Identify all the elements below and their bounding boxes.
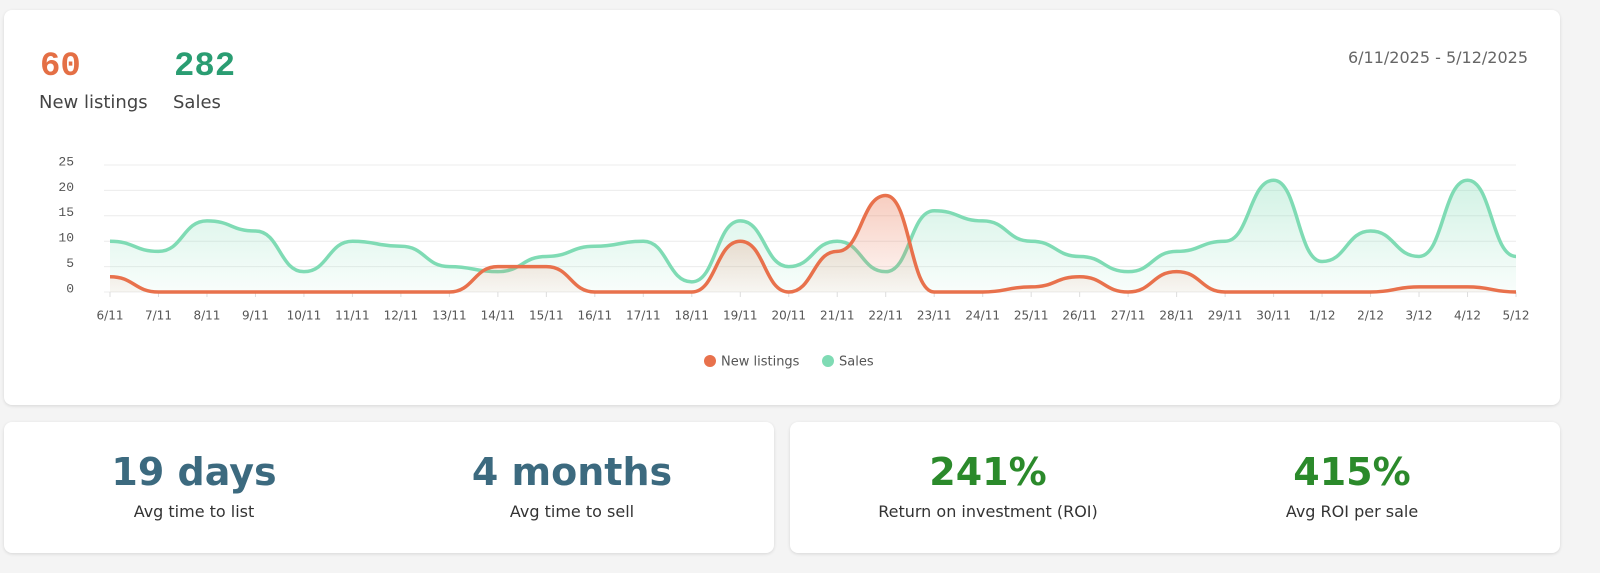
stat-label: Avg ROI per sale — [1285, 502, 1419, 521]
x-tick-label: 3/12 — [1406, 309, 1433, 323]
date-range: 6/11/2025 - 5/12/2025 — [1347, 48, 1528, 67]
chart-card: 60 New listings 282 Sales 6/11/2025 - 5/… — [4, 10, 1560, 405]
roi-card: 241% Return on investment (ROI) 415% Avg R… — [790, 422, 1560, 553]
stat: 19 days Avg time to list — [4, 450, 384, 521]
chart: 0 5 10 15 20 25 6/11 7/11 8/11 9/11 10/11 11/11 12/1… — [58, 154, 1530, 370]
x-tick-label: 28/11 — [1159, 309, 1194, 323]
y-tick-label: 10 — [58, 231, 74, 246]
x-tick-label: 21/11 — [820, 309, 855, 323]
x-tick-label: 17/11 — [626, 309, 661, 323]
x-tick-label: 20/11 — [771, 309, 806, 323]
x-tick-label: 22/11 — [868, 309, 903, 323]
legend-marker — [704, 355, 716, 367]
x-tick-label: 7/11 — [145, 309, 172, 323]
x-tick-label: 26/11 — [1062, 309, 1097, 323]
new-listings-label: New listings — [39, 92, 148, 113]
x-tick-label: 5/12 — [1503, 309, 1530, 323]
new-listings-total: 60 — [40, 48, 81, 86]
x-tick-label: 11/11 — [335, 309, 370, 323]
stat-label: Avg time to list — [133, 502, 255, 521]
sales-total: 282 — [174, 48, 236, 86]
y-tick-label: 0 — [66, 281, 74, 296]
x-tick-label: 13/11 — [432, 309, 467, 323]
stat: 4 months Avg time to sell — [382, 450, 762, 521]
line — [109, 193, 1517, 294]
legend-label: New listings — [721, 355, 800, 370]
x-tick-label: 27/11 — [1111, 309, 1146, 323]
y-tick-label: 15 — [58, 205, 74, 220]
area — [110, 180, 1516, 292]
x-tick-label: 18/11 — [674, 309, 709, 323]
x-tick-label: 10/11 — [287, 309, 322, 323]
x-tick-label: 19/11 — [723, 309, 758, 323]
x-tick-label: 29/11 — [1208, 309, 1243, 323]
x-tick-label: 8/11 — [193, 309, 220, 323]
stat: 415% Avg ROI per sale — [1162, 450, 1542, 521]
y-tick-label: 25 — [58, 154, 74, 169]
stat-label: Avg time to sell — [509, 502, 635, 521]
line — [109, 178, 1517, 284]
stat-value: 19 days — [111, 450, 277, 494]
x-tick-label: 2/12 — [1357, 309, 1384, 323]
sales-label: Sales — [173, 92, 221, 113]
x-tick-label: 15/11 — [529, 309, 564, 323]
legend-marker — [822, 355, 834, 367]
x-tick-label: 23/11 — [917, 309, 952, 323]
x-tick-label: 4/12 — [1454, 309, 1481, 323]
y-tick-label: 5 — [66, 256, 74, 271]
x-tick-label: 24/11 — [965, 309, 1000, 323]
x-tick-label: 6/11 — [97, 309, 124, 323]
stat-label: Return on investment (ROI) — [878, 502, 1098, 521]
legend-label: Sales — [839, 355, 874, 370]
stat-value: 241% — [929, 450, 1047, 494]
x-tick-label: 14/11 — [481, 309, 516, 323]
time-card: 19 days Avg time to list 4 months Avg time… — [4, 422, 774, 553]
stat-value: 415% — [1293, 450, 1411, 494]
stat-value: 4 months — [471, 450, 673, 494]
x-tick-label: 9/11 — [242, 309, 269, 323]
x-tick-label: 16/11 — [578, 309, 613, 323]
x-tick-label: 30/11 — [1256, 309, 1291, 323]
x-tick-label: 25/11 — [1014, 309, 1049, 323]
y-tick-label: 20 — [58, 180, 74, 195]
x-tick-label: 1/12 — [1309, 309, 1336, 323]
stat: 241% Return on investment (ROI) — [798, 450, 1178, 521]
x-tick-label: 12/11 — [384, 309, 419, 323]
